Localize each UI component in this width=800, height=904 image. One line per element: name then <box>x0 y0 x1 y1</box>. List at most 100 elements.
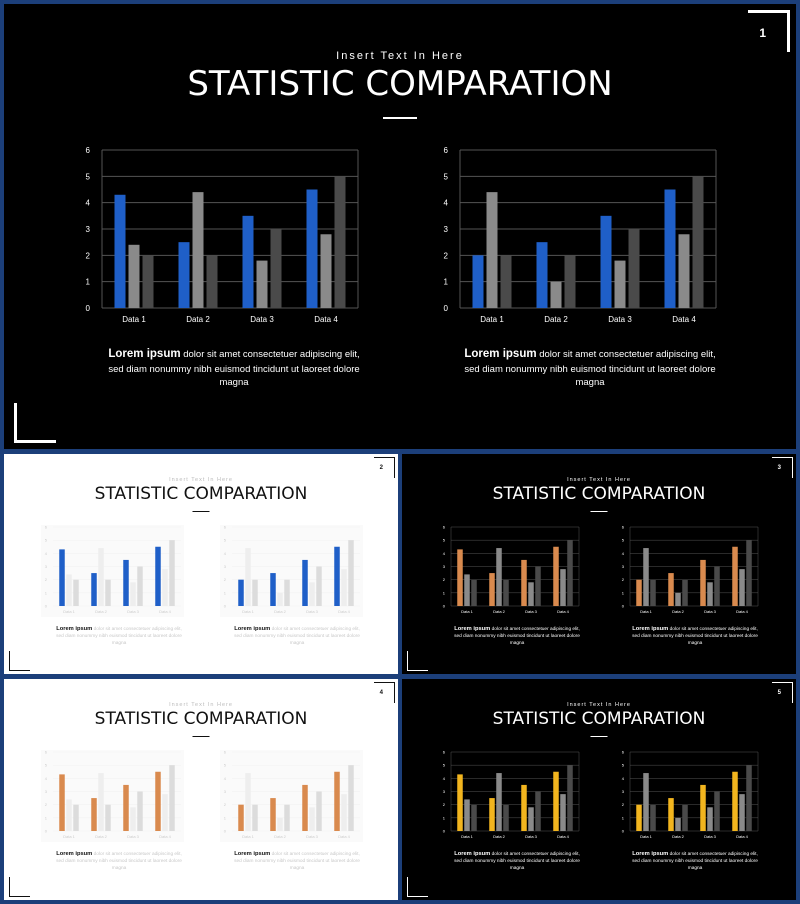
bar-chart-svg: 0 1 2 3 4 5 6 Data 1 Data 2 Data 3 Data 4 <box>443 750 580 839</box>
bar-series2-data-3 <box>614 260 626 308</box>
bar-series3-data-3 <box>316 791 322 831</box>
y-tick-label: 0 <box>45 604 48 609</box>
bar-series1-data-4 <box>334 771 340 831</box>
bar-series1-data-3 <box>700 784 706 831</box>
bar-series3-data-3 <box>137 791 143 831</box>
y-tick-label: 2 <box>622 577 625 582</box>
caption-paragraph-2: Lorem ipsum dolor sit amet consectetuer … <box>232 850 362 873</box>
y-tick-label: 4 <box>224 551 227 556</box>
slide-subtitle: Insert Text In Here <box>169 477 233 483</box>
slide-2[interactable]: 2 Insert Text In Here STATISTIC COMPARATIO… <box>4 454 398 674</box>
bar-series1-data-1 <box>636 804 642 831</box>
x-tick-label: Data 4 <box>338 834 351 839</box>
bar-series2-data-2 <box>98 548 104 606</box>
bar-series1-data-3 <box>302 784 308 831</box>
x-tick-label: Data 2 <box>493 834 506 839</box>
y-tick-label: 5 <box>224 763 227 768</box>
x-tick-label: Data 3 <box>525 834 538 839</box>
slide-5[interactable]: 5 Insert Text In Here STATISTIC COMPARATIO… <box>402 679 796 900</box>
bar-series2-data-2 <box>550 281 562 308</box>
y-tick-label: 2 <box>622 802 625 807</box>
bar-series3-data-4 <box>746 540 752 606</box>
x-tick-label: Data 3 <box>525 609 538 614</box>
bar-chart-2: 0 1 2 3 4 5 6 Data 1 Data 2 Data 3 Data 4 <box>218 523 368 617</box>
x-tick-label: Data 4 <box>736 609 749 614</box>
x-tick-label: Data 2 <box>95 834 108 839</box>
y-tick-label: 1 <box>622 815 625 820</box>
y-tick-label: 4 <box>443 551 446 556</box>
y-tick-label: 5 <box>443 763 446 768</box>
y-tick-label: 3 <box>622 789 625 794</box>
y-tick-label: 4 <box>45 551 48 556</box>
y-tick-label: 5 <box>444 172 449 181</box>
bar-series1-data-3 <box>123 559 129 606</box>
bar-series3-data-2 <box>503 579 509 606</box>
bar-series3-data-1 <box>650 579 656 606</box>
bar-series1-data-2 <box>489 573 495 606</box>
bar-series2-data-3 <box>309 807 315 831</box>
slide-1[interactable]: 1 Insert Text In Here STATISTIC COMPARATIO… <box>4 4 796 449</box>
y-tick-label: 0 <box>86 304 91 313</box>
slide-subtitle: Insert Text In Here <box>567 477 631 483</box>
bar-chart-1: 0 1 2 3 4 5 6 Data 1 Data 2 Data 3 Data 4 <box>437 748 587 841</box>
bar-series3-data-1 <box>471 579 477 606</box>
caption-body: dolor sit amet consectetuer adipiscing e… <box>464 349 716 389</box>
x-tick-label: Data 1 <box>242 609 255 614</box>
caption-bold-lead: Lorem ipsum <box>454 851 491 857</box>
bar-series3-data-4 <box>169 540 175 606</box>
bar-series3-data-2 <box>503 804 509 831</box>
caption-bold-lead: Lorem ipsum <box>56 851 93 857</box>
y-tick-label: 0 <box>622 829 625 834</box>
bar-series1-data-3 <box>302 559 308 606</box>
caption-bold-lead: Lorem ipsum <box>464 348 537 360</box>
bar-series3-data-2 <box>105 804 111 831</box>
slide-3[interactable]: 3 Insert Text In Here STATISTIC COMPARATIO… <box>402 454 796 674</box>
corner-bracket-top-right <box>748 10 790 52</box>
bar-series3-data-2 <box>105 579 111 606</box>
caption-bold-lead: Lorem ipsum <box>56 626 93 632</box>
bar-series3-data-1 <box>252 804 258 831</box>
y-tick-label: 0 <box>444 304 449 313</box>
bar-series1-data-3 <box>123 784 129 831</box>
bar-series1-data-2 <box>270 798 276 831</box>
caption-bold-lead: Lorem ipsum <box>632 626 669 632</box>
bar-series2-data-3 <box>256 260 268 308</box>
y-tick-label: 2 <box>443 577 446 582</box>
y-tick-label: 2 <box>45 802 48 807</box>
corner-bracket-bottom-left <box>407 651 428 671</box>
bar-series2-data-4 <box>341 794 347 831</box>
bar-series1-data-4 <box>306 189 318 308</box>
bar-series3-data-3 <box>137 566 143 606</box>
bar-chart-svg: 0 1 2 3 4 5 6 Data 1 Data 2 Data 3 Data 4 <box>622 525 759 614</box>
slide-subtitle: Insert Text In Here <box>567 702 631 708</box>
bar-series3-data-4 <box>692 176 704 308</box>
bar-chart-2: 0 1 2 3 4 5 6 Data 1 Data 2 Data 3 Data 4 <box>432 142 732 327</box>
x-tick-label: Data 1 <box>461 834 474 839</box>
y-tick-label: 2 <box>224 802 227 807</box>
caption-body: dolor sit amet consectetuer adipiscing e… <box>454 852 580 871</box>
y-tick-label: 1 <box>45 590 48 595</box>
caption-body: dolor sit amet consectetuer adipiscing e… <box>632 852 758 871</box>
title-underline <box>383 117 417 119</box>
bar-series2-data-3 <box>707 582 713 606</box>
bar-series3-data-4 <box>348 765 354 831</box>
y-tick-label: 3 <box>622 564 625 569</box>
bar-series3-data-1 <box>252 579 258 606</box>
caption-body: dolor sit amet consectetuer adipiscing e… <box>108 349 360 389</box>
corner-bracket-bottom-left <box>9 651 30 671</box>
y-tick-label: 1 <box>622 590 625 595</box>
bar-series3-data-2 <box>284 804 290 831</box>
x-tick-label: Data 1 <box>640 609 653 614</box>
x-tick-label: Data 2 <box>95 609 108 614</box>
y-tick-label: 0 <box>443 604 446 609</box>
bar-series1-data-3 <box>700 559 706 606</box>
caption-paragraph-2: Lorem ipsum dolor sit amet consectetuer … <box>630 850 760 873</box>
bar-series1-data-3 <box>521 784 527 831</box>
bar-series1-data-4 <box>553 771 559 831</box>
bar-chart-svg: 0 1 2 3 4 5 6 Data 1 Data 2 Data 3 Data 4 <box>86 146 359 324</box>
y-tick-label: 6 <box>443 750 446 755</box>
slide-4[interactable]: 4 Insert Text In Here STATISTIC COMPARATIO… <box>4 679 398 900</box>
bar-series1-data-1 <box>59 549 65 606</box>
bar-series3-data-3 <box>316 566 322 606</box>
x-tick-label: Data 2 <box>672 609 685 614</box>
